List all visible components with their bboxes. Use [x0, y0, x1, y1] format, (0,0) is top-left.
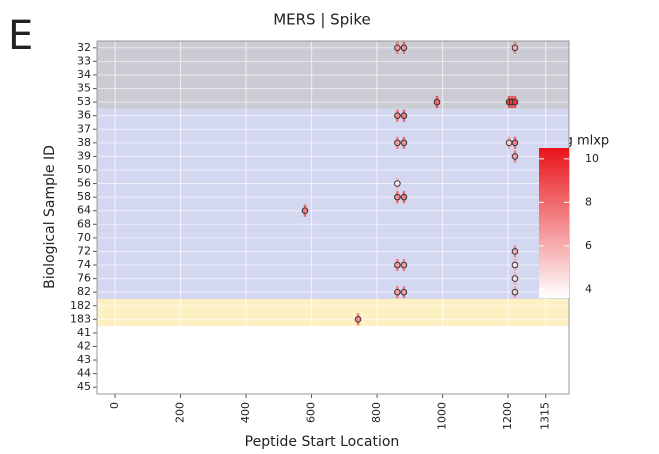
band [97, 298, 569, 327]
x-tick-label: 1315 [539, 402, 552, 430]
y-tick-label: 33 [77, 54, 91, 67]
y-tick-label: 43 [77, 353, 91, 366]
x-axis-label: Peptide Start Location [245, 434, 400, 450]
point [400, 112, 408, 119]
point [394, 261, 401, 269]
point [394, 112, 401, 119]
y-tick-label: 76 [77, 272, 91, 285]
y-tick-label: 53 [77, 95, 91, 108]
colorbar-tick-label: 10 [585, 152, 599, 165]
y-tick-label: 34 [77, 68, 91, 81]
y-tick-label: 32 [77, 41, 91, 54]
y-tick-label: 45 [77, 380, 91, 393]
y-tick-label: 42 [77, 339, 91, 352]
colorbar-tick-label: 4 [585, 282, 592, 295]
point [511, 98, 519, 106]
y-tick-label: 58 [77, 190, 91, 203]
point [400, 288, 408, 296]
point [511, 139, 519, 147]
point [394, 139, 401, 147]
point [400, 261, 408, 269]
chart-title: MERS | Spike [273, 11, 371, 29]
y-tick-label: 35 [77, 82, 91, 95]
point [400, 139, 408, 147]
point [354, 316, 362, 323]
y-tick-label: 183 [70, 312, 91, 325]
band [97, 108, 569, 299]
y-axis-label: Biological Sample ID [42, 145, 58, 289]
point [301, 207, 309, 215]
point [394, 180, 401, 187]
y-tick-label: 41 [77, 326, 91, 339]
colorbar-tick-label: 8 [585, 195, 592, 208]
point [511, 261, 519, 269]
x-tick-label: 1000 [436, 402, 449, 430]
y-tick-label: 38 [77, 136, 91, 149]
y-tick-label: 74 [77, 258, 91, 271]
y-tick-label: 50 [77, 163, 91, 176]
x-tick-label: 400 [239, 402, 252, 423]
point [505, 139, 513, 147]
point [511, 153, 519, 160]
x-tick-label: 600 [305, 402, 318, 423]
point [433, 98, 441, 106]
point [394, 288, 401, 296]
point [511, 44, 519, 52]
x-tick-label: 0 [108, 402, 121, 409]
y-tick-label: 56 [77, 177, 91, 190]
point [511, 248, 519, 255]
point [400, 193, 408, 201]
point [511, 288, 519, 296]
y-tick-label: 39 [77, 149, 91, 162]
point [394, 44, 401, 52]
y-tick-label: 68 [77, 217, 91, 230]
y-tick-label: 72 [77, 244, 91, 257]
point [394, 193, 401, 201]
panel-label: E [8, 13, 33, 59]
colorbar [539, 148, 569, 298]
y-tick-label: 182 [70, 299, 91, 312]
y-tick-label: 64 [77, 204, 91, 217]
x-tick-label: 200 [174, 402, 187, 423]
colorbar-tick-label: 6 [585, 239, 592, 252]
point [511, 275, 519, 282]
y-tick-label: 37 [77, 122, 91, 135]
y-tick-label: 36 [77, 109, 91, 122]
y-tick-label: 82 [77, 285, 91, 298]
x-tick-label: 800 [370, 402, 383, 423]
y-tick-label: 70 [77, 231, 91, 244]
point [400, 44, 408, 52]
x-tick-label: 1200 [501, 402, 514, 430]
y-tick-label: 44 [77, 367, 91, 380]
